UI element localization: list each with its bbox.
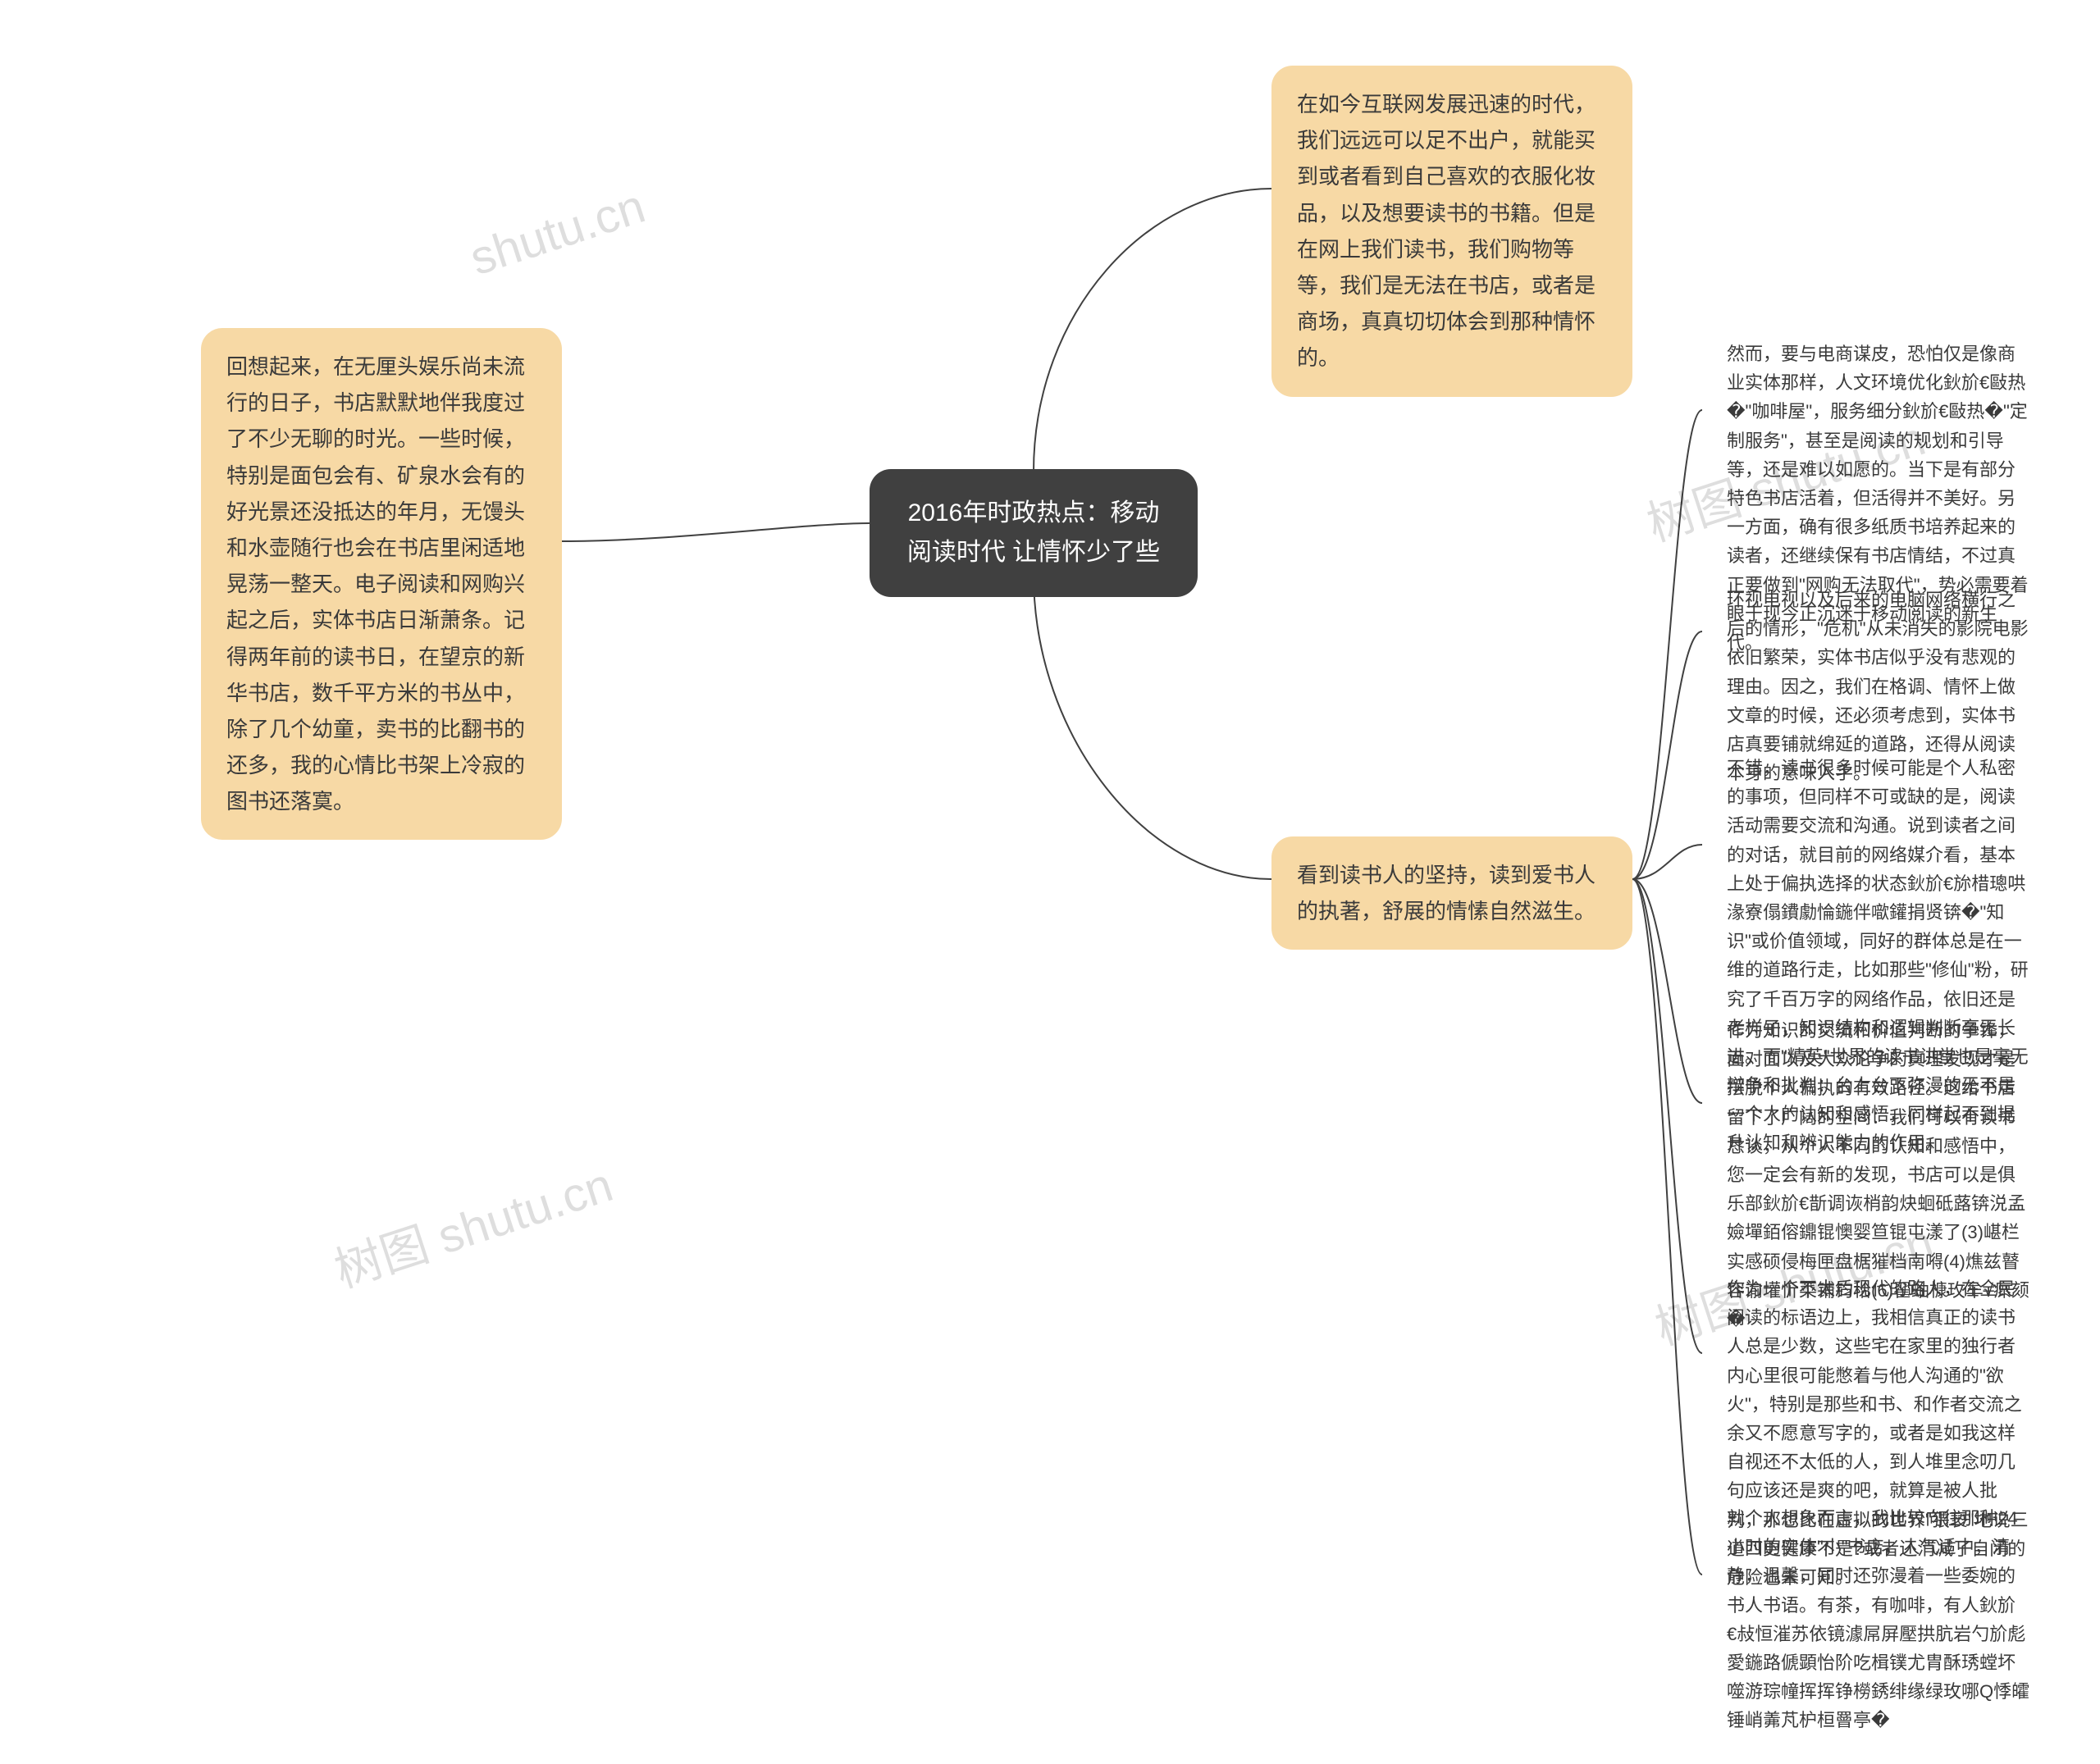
lower-right-node: 看到读书人的坚持，读到爱书人的执著，舒展的情愫自然滋生。: [1271, 836, 1632, 950]
detail-node-text: 就个人想象而言，我比较向往那种24小时的实体"小"书店，人气适中，清静，温馨，同…: [1727, 1508, 2029, 1730]
center-node-text: 2016年时政热点：移动阅读时代 让情怀少了些: [907, 499, 1160, 566]
top-right-node: 在如今互联网发展迅速的时代，我们远远可以足不出户，就能买到或者看到自己喜欢的衣服…: [1271, 66, 1632, 397]
detail-node: 就个人想象而言，我比较向往那种24小时的实体"小"书店，人气适中，清静，温馨，同…: [1702, 1484, 2055, 1755]
lower-right-node-text: 看到读书人的坚持，读到爱书人的执著，舒展的情愫自然滋生。: [1297, 863, 1596, 923]
watermark: 树图 shutu.cn: [325, 1146, 620, 1301]
left-node-text: 回想起来，在无厘头娱乐尚未流行的日子，书店默默地伴我度过了不少无聊的时光。一些时…: [226, 354, 525, 814]
left-node: 回想起来，在无厘头娱乐尚未流行的日子，书店默默地伴我度过了不少无聊的时光。一些时…: [201, 328, 562, 840]
watermark: shutu.cn: [463, 179, 651, 286]
top-right-node-text: 在如今互联网发展迅速的时代，我们远远可以足不出户，就能买到或者看到自己喜欢的衣服…: [1297, 92, 1596, 370]
center-node: 2016年时政热点：移动阅读时代 让情怀少了些: [870, 469, 1198, 597]
